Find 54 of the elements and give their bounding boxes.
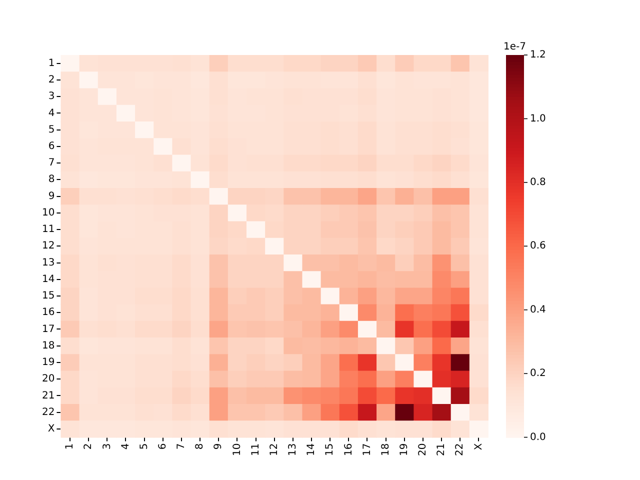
x-tick-label: 9 bbox=[213, 443, 224, 450]
y-tick-label: 1 bbox=[48, 58, 55, 69]
y-tick-label: 5 bbox=[48, 124, 55, 136]
y-tick-label: 6 bbox=[48, 141, 55, 152]
x-tick-label: 5 bbox=[138, 443, 150, 450]
x-tick-label: 12 bbox=[268, 443, 280, 456]
x-tick-label: 21 bbox=[436, 443, 448, 456]
y-tick-label: 13 bbox=[42, 257, 55, 268]
x-tick-label: 4 bbox=[120, 443, 132, 450]
y-tick-label: 17 bbox=[42, 324, 55, 335]
color-bar-label: 0.0 bbox=[530, 432, 546, 443]
color-bar-label: 1.0 bbox=[530, 113, 546, 124]
x-tick-label: 7 bbox=[176, 443, 188, 450]
x-tick-label: 22 bbox=[454, 443, 466, 456]
y-tick-label: 4 bbox=[48, 108, 55, 119]
x-tick-label: 6 bbox=[157, 443, 168, 450]
text: 1e-7 bbox=[504, 42, 526, 53]
y-tick-label: 11 bbox=[42, 224, 55, 236]
y-tick-label: X bbox=[48, 424, 55, 435]
y-tick-label: 3 bbox=[48, 91, 55, 102]
x-tick-label: 18 bbox=[380, 443, 392, 456]
x-tick-label: 8 bbox=[194, 443, 206, 450]
x-tick-label: 14 bbox=[306, 443, 318, 456]
x-tick-label: X bbox=[473, 443, 484, 450]
x-tick-label: 10 bbox=[232, 443, 243, 456]
y-tick-label: 21 bbox=[42, 390, 55, 402]
color-bar-label: 1.2 bbox=[530, 50, 546, 61]
y-tick-label: 19 bbox=[42, 357, 55, 368]
y-tick-label: 2 bbox=[48, 74, 55, 86]
y-tick-label: 10 bbox=[42, 207, 55, 218]
x-tick-label: 20 bbox=[418, 443, 429, 456]
x-tick-label: 15 bbox=[324, 443, 336, 456]
y-tick-label: 18 bbox=[42, 340, 55, 352]
x-tick-label: 19 bbox=[398, 443, 410, 456]
x-tick-label: 16 bbox=[343, 443, 354, 456]
y-tick-label: 8 bbox=[48, 174, 55, 186]
y-tick-label: 14 bbox=[42, 274, 55, 285]
x-tick-label: 3 bbox=[102, 443, 113, 450]
y-tick-label: 7 bbox=[48, 158, 55, 169]
y-tick-label: 22 bbox=[42, 406, 55, 418]
x-tick-label: 17 bbox=[362, 443, 373, 456]
color-bar-label: 0.4 bbox=[530, 304, 546, 316]
x-tick-label: 13 bbox=[288, 443, 299, 456]
color-bar-label: 0.8 bbox=[530, 177, 546, 188]
y-tick-label: 16 bbox=[42, 307, 55, 318]
x-tick-label: 2 bbox=[83, 443, 94, 450]
x-tick-label: 1 bbox=[64, 443, 76, 450]
color-bar-label: 0.2 bbox=[530, 368, 546, 380]
y-tick-label: 9 bbox=[48, 190, 55, 202]
color-bar-label: 0.6 bbox=[530, 240, 546, 252]
x-tick-label: 11 bbox=[250, 443, 262, 456]
y-tick-label: 12 bbox=[42, 240, 55, 252]
y-tick-label: 15 bbox=[42, 290, 55, 302]
y-tick-label: 20 bbox=[42, 374, 55, 385]
